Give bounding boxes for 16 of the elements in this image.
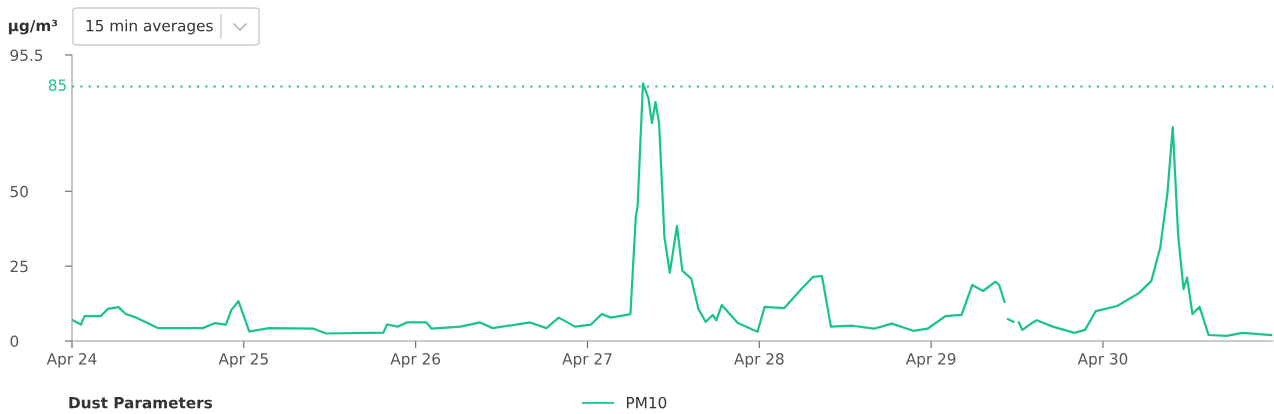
- x-tick-label: Apr 25: [218, 353, 268, 368]
- y-axis-title: µg/m³: [8, 19, 58, 35]
- x-tick-label: Apr 29: [905, 353, 956, 368]
- y-tick-label: 50: [10, 185, 28, 198]
- x-tick-label: Apr 24: [46, 353, 97, 368]
- legend-label: PM10: [626, 396, 667, 409]
- x-tick-label: Apr 30: [1077, 353, 1128, 368]
- x-tick-label: Apr 26: [390, 353, 441, 368]
- y-tick-label: 0: [10, 335, 19, 348]
- ref-line-label: 85: [48, 79, 66, 91]
- text: Dust Parameters: [69, 397, 213, 409]
- y-tick-label: 95.5: [10, 49, 43, 62]
- y-tick-label: 25: [10, 260, 28, 273]
- x-tick-label: Apr 28: [734, 353, 784, 368]
- x-tick-label: Apr 27: [562, 353, 612, 368]
- text: 15 min averages: [86, 19, 213, 35]
